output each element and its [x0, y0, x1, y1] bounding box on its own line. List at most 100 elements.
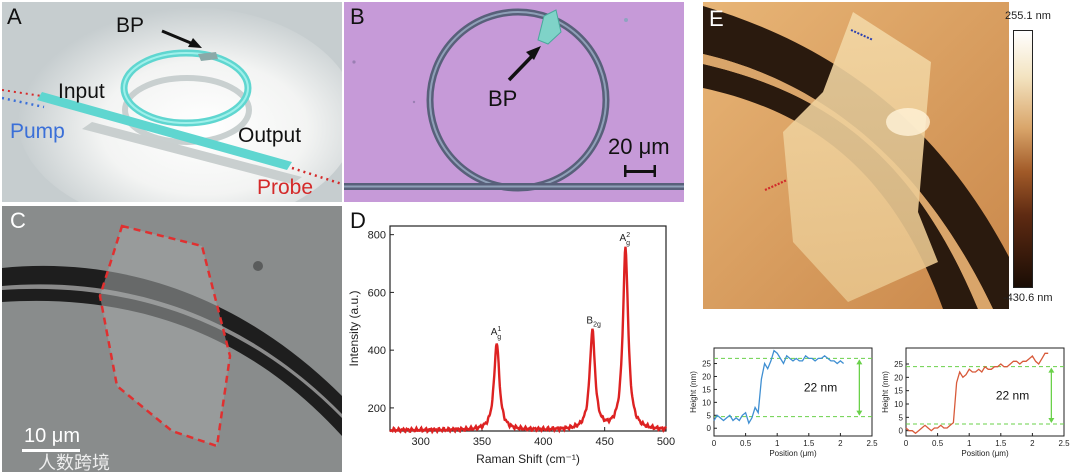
y-axis-label: Height (nm): [881, 371, 890, 413]
panel-b-micrograph: B BP 20 μm: [344, 2, 684, 202]
probe-input-beam: [2, 89, 43, 97]
plot-frame: [905, 347, 1065, 437]
trench-inner: [703, 64, 978, 309]
y-tick-label: 20: [894, 373, 903, 382]
profile-chart-1-svg: 0 0.5 1 1.5 2 2.5 0 5 10 15 20 25 Position (μm) Heigh…: [689, 347, 878, 458]
x-tick-label: 400: [534, 436, 552, 448]
x-tick-label: 1: [775, 439, 780, 448]
x-tick-label: 0.5: [932, 439, 944, 448]
x-tick-label: 2.5: [866, 439, 878, 448]
bp-flake: [537, 9, 562, 45]
particle: [253, 261, 263, 271]
x-tick-label: 0.5: [740, 439, 752, 448]
y-tick-label: 800: [368, 230, 386, 242]
y-tick-label: 5: [899, 413, 904, 422]
y-tick-label: 25: [702, 360, 711, 369]
x-tick-label: 2: [838, 439, 843, 448]
x-tick-label: 300: [411, 436, 429, 448]
panel-e: E: [703, 2, 1009, 309]
flake-bright-spot: [886, 108, 930, 136]
x-tick-label: 2.5: [1058, 439, 1070, 448]
trench-outer: [703, 6, 1009, 309]
profile-chart-1: 0 0.5 1 1.5 2 2.5 0 5 10 15 20 25 Position (μm) Heigh…: [688, 340, 880, 470]
bp-arrowhead: [188, 38, 202, 48]
y-tick-label: 10: [894, 400, 903, 409]
x-tick-label: 450: [595, 436, 613, 448]
y-tick-label: 5: [707, 411, 712, 420]
x-axis-label: Position (μm): [769, 449, 817, 458]
peak-label: A2 g: [620, 232, 631, 247]
panel-d-label: D: [350, 208, 366, 233]
panel-d: D 300 350 400 450 500 200 400 600 800 Raman Shift…: [344, 206, 684, 472]
watermark-text: 人数跨境: [38, 453, 110, 472]
probe-label: Probe: [257, 176, 313, 199]
height-annotation: 22 nm: [804, 380, 837, 394]
y-tick-label: 200: [368, 403, 386, 415]
peak-label: A1 g: [491, 326, 502, 341]
pump-label: Pump: [10, 120, 65, 143]
x-tick-label: 350: [473, 436, 491, 448]
x-tick-label: 0: [712, 439, 717, 448]
y-tick-label: 0: [707, 424, 712, 433]
panel-c-label: C: [10, 208, 26, 233]
particle: [412, 100, 416, 104]
scale-bar: [22, 449, 80, 452]
y-tick-label: 25: [894, 360, 903, 369]
panel-a-schematic: A BP Input Output Pump Probe: [2, 4, 342, 202]
x-tick-label: 1.5: [995, 439, 1007, 448]
profile-chart-2-svg: 0 0.5 1 1.5 2 2.5 0 5 10 15 20 25 Position (μm) Heigh…: [881, 347, 1070, 458]
afm-image: E: [703, 2, 1009, 309]
scale-label: 10 μm: [24, 425, 80, 447]
x-axis-label: Raman Shift (cm⁻¹): [476, 452, 580, 466]
panel-c-sem: C 10 μm 人数跨境: [2, 206, 342, 472]
x-tick-label: 1.5: [803, 439, 815, 448]
height-arrowhead-bottom: [856, 410, 863, 416]
panel-b: B BP 20 μm: [344, 2, 684, 202]
profile-marker-red: [764, 178, 788, 192]
y-axis-label: Height (nm): [689, 371, 698, 413]
profile-chart-2: 0 0.5 1 1.5 2 2.5 0 5 10 15 20 25 Position (μm) Heigh…: [880, 340, 1072, 470]
x-tick-label: 500: [657, 436, 675, 448]
x-tick-label: 0: [904, 439, 909, 448]
bp-flake: [198, 52, 218, 61]
bp-arrowhead: [526, 46, 541, 60]
scale-bar-tick-left: [624, 165, 627, 177]
panel-a-label: A: [7, 4, 22, 29]
bp-flake: [100, 226, 230, 446]
plot-frame: [713, 347, 873, 437]
y-tick-label: 15: [702, 385, 711, 394]
particle: [352, 60, 356, 64]
bus-waveguide: [37, 92, 292, 170]
input-label: Input: [58, 80, 105, 103]
pump-beam: [2, 96, 45, 109]
bp-label: BP: [116, 14, 144, 37]
profile-series-line: [905, 352, 1049, 435]
x-tick-label: 1: [967, 439, 972, 448]
y-axis-label: Intensity (a.u.): [347, 290, 361, 366]
height-arrowhead-top: [1048, 367, 1055, 373]
profile-marker-blue: [850, 29, 874, 41]
panel-a: A BP Input Output Pump Probe: [2, 2, 342, 202]
y-tick-label: 15: [894, 387, 903, 396]
y-tick-label: 0: [899, 427, 904, 436]
height-annotation: 22 nm: [996, 388, 1029, 402]
panel-e-label: E: [709, 6, 724, 31]
particle: [624, 18, 628, 22]
y-tick-label: 10: [702, 398, 711, 407]
bp-flake: [783, 12, 938, 302]
flake-outline: [98, 224, 232, 448]
peak-label: B2g: [586, 315, 601, 328]
panel-b-label: B: [350, 4, 365, 29]
probe-output-beam: [291, 166, 342, 186]
scale-bar-tick-right: [653, 165, 656, 177]
height-arrowhead-top: [856, 359, 863, 365]
y-tick-label: 20: [702, 372, 711, 381]
x-axis-label: Position (μm): [961, 449, 1009, 458]
profile-series-line: [713, 349, 845, 425]
colorbar-min-label: -430.6 nm: [1003, 292, 1053, 304]
ring-highlight: [123, 52, 249, 124]
waveguide-shadow: [82, 122, 302, 184]
bp-label: BP: [488, 86, 517, 111]
output-label: Output: [238, 124, 301, 147]
colorbar-max-label: 255.1 nm: [1005, 10, 1051, 22]
